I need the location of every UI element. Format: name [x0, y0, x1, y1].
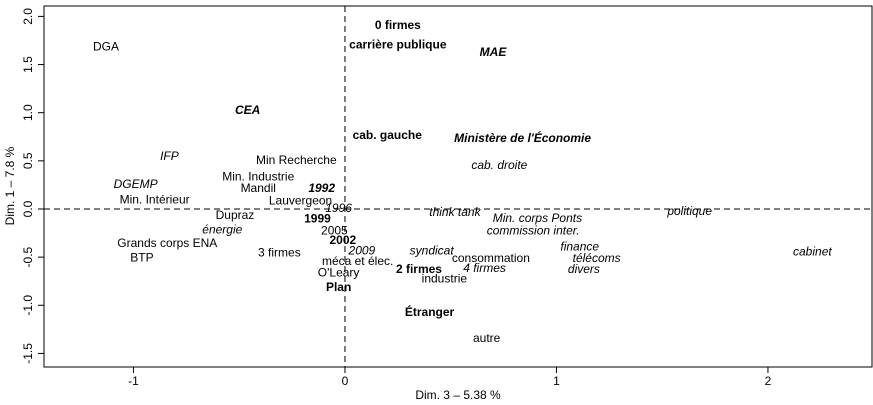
point-label: BTP — [130, 250, 153, 264]
x-tick-label: 2 — [765, 374, 772, 388]
y-tick-label: 0.0 — [21, 200, 35, 217]
point-label: méca et élec. — [322, 254, 393, 268]
point-label: carrière publique — [349, 37, 447, 51]
point-label: finance — [560, 240, 599, 254]
point-label: Min. Intérieur — [120, 192, 190, 206]
point-label: cab. droite — [471, 158, 527, 172]
point-label: 2009 — [348, 244, 376, 258]
point-label: Grands corps ENA — [117, 236, 217, 250]
point-label: Dupraz — [216, 208, 255, 222]
x-axis-title: Dim. 3 – 5.38 % — [415, 388, 501, 402]
point-label: MAE — [480, 45, 508, 59]
point-label: divers — [568, 262, 600, 276]
point-label: Plan — [326, 280, 351, 294]
point-label: Min. corps Ponts — [493, 211, 582, 225]
point-label: autre — [473, 331, 501, 345]
point-label: CEA — [235, 103, 260, 117]
point-label: cab. gauche — [353, 128, 423, 142]
point-label: DGEMP — [114, 177, 158, 191]
point-label: 3 firmes — [258, 245, 301, 259]
point-label: IFP — [160, 149, 179, 163]
point-label: industrie — [422, 271, 468, 285]
point-label: Étranger — [405, 304, 455, 319]
point-label: Lauvergeon — [269, 193, 332, 207]
point-label: think tank — [429, 205, 481, 219]
point-label: consommation — [452, 251, 530, 265]
point-label: 1999 — [304, 212, 331, 226]
point-label: commission inter. — [487, 223, 580, 237]
point-label: 2005 — [321, 223, 348, 237]
point-label: 4 firmes — [463, 261, 506, 275]
point-label: 2 firmes — [396, 262, 442, 276]
y-tick-label: -1.5 — [21, 343, 35, 364]
plot-frame — [43, 5, 873, 368]
y-tick-label: 2.0 — [21, 8, 35, 25]
point-label: DGA — [93, 39, 119, 53]
point-label: 0 firmes — [375, 18, 421, 32]
point-label: énergie — [202, 222, 242, 236]
y-tick-label: -1.0 — [21, 295, 35, 316]
point-label: syndicat — [410, 244, 455, 258]
point-label: Min Recherche — [256, 153, 337, 167]
point-label: O'Leary — [318, 266, 360, 280]
point-label: 1996 — [325, 201, 352, 215]
point-label: Mandil — [241, 181, 276, 195]
point-label: 2002 — [329, 233, 356, 247]
point-label: télécoms — [573, 251, 621, 265]
y-tick-label: 1.5 — [21, 56, 35, 73]
point-label: politique — [666, 204, 712, 218]
point-label: cabinet — [793, 244, 832, 258]
point-label: Min. Industrie — [222, 169, 294, 183]
y-axis-title: Dim. 1 – 7.8 % — [3, 146, 17, 225]
y-tick-label: 0.5 — [21, 152, 35, 169]
y-tick-label: 1.0 — [21, 104, 35, 121]
x-tick-label: -1 — [128, 374, 139, 388]
y-tick-label: -0.5 — [21, 246, 35, 267]
x-tick-label: 0 — [342, 374, 349, 388]
point-label: 1992 — [308, 181, 335, 195]
x-tick-label: 1 — [553, 374, 560, 388]
point-label: Ministère de l'Économie — [454, 130, 591, 145]
